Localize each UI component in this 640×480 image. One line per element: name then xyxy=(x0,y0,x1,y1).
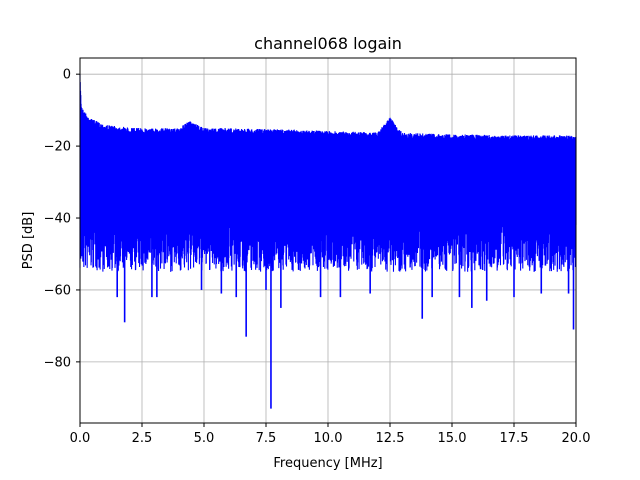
x-tick-label: 2.5 xyxy=(132,431,153,446)
x-tick-label: 7.5 xyxy=(256,431,277,446)
x-tick-label: 5.0 xyxy=(194,431,215,446)
x-tick-label: 12.5 xyxy=(376,431,405,446)
chart-title: channel068 logain xyxy=(254,34,402,53)
x-tick-label: 15.0 xyxy=(438,431,467,446)
y-tick-label: −60 xyxy=(44,283,71,298)
x-tick-label: 20.0 xyxy=(562,431,591,446)
y-tick-label: −40 xyxy=(44,212,71,227)
y-axis-label: PSD [dB] xyxy=(21,212,36,270)
ticks: 0.0 2.5 5.0 7.5 10.0 12.5 15.0 17.5 20.0 0 −20 −40 −… xyxy=(44,68,591,446)
x-tick-label: 0.0 xyxy=(70,431,91,446)
x-tick-label: 17.5 xyxy=(500,431,529,446)
plot-area xyxy=(79,74,577,409)
y-tick-label: −80 xyxy=(44,355,71,370)
x-tick-label: 10.0 xyxy=(314,431,343,446)
x-axis-label: Frequency [MHz] xyxy=(273,456,382,471)
y-tick-label: −20 xyxy=(44,140,71,155)
y-tick-label: 0 xyxy=(63,68,71,83)
psd-series-core xyxy=(80,153,576,219)
